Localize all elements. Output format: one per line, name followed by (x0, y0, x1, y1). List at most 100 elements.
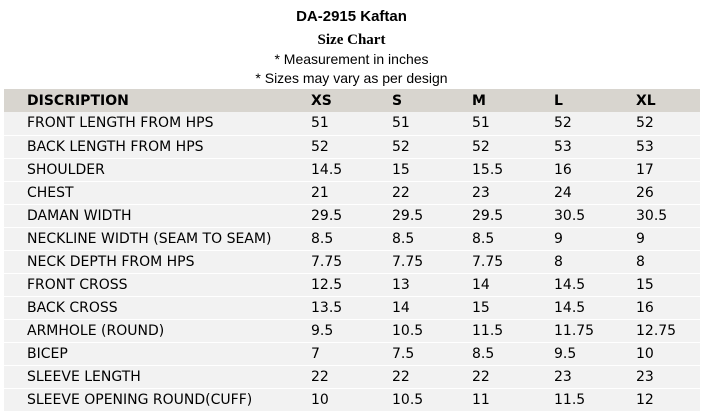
cell-xs: 52 (290, 135, 371, 159)
cell-m: 22 (451, 365, 533, 389)
cell-description: SLEEVE OPENING ROUND(CUFF) (4, 388, 290, 412)
cell-xs: 7 (290, 342, 371, 366)
cell-xs: 7.75 (290, 250, 371, 274)
cell-s: 14 (371, 296, 451, 320)
column-header-s: S (371, 89, 451, 112)
cell-m: 23 (451, 181, 533, 205)
cell-description: BACK CROSS (4, 296, 290, 320)
cell-xs: 22 (290, 365, 371, 389)
cell-l: 11.75 (533, 319, 615, 343)
column-header-xl: XL (615, 89, 700, 112)
cell-l: 16 (533, 158, 615, 182)
cell-description: FRONT CROSS (4, 273, 290, 297)
column-header-description: DISCRIPTION (4, 89, 290, 112)
cell-xl: 53 (615, 135, 700, 159)
cell-xl: 17 (615, 158, 700, 182)
cell-xs: 21 (290, 181, 371, 205)
table-row: CHEST 21 22 23 24 26 (4, 181, 700, 205)
cell-description: DAMAN WIDTH (4, 204, 290, 228)
cell-m: 8.5 (451, 342, 533, 366)
cell-l: 8 (533, 250, 615, 274)
cell-xl: 10 (615, 342, 700, 366)
cell-s: 22 (371, 365, 451, 389)
cell-s: 10.5 (371, 388, 451, 412)
cell-l: 14.5 (533, 296, 615, 320)
cell-description: SLEEVE LENGTH (4, 365, 290, 389)
cell-xl: 12.75 (615, 319, 700, 343)
cell-l: 30.5 (533, 204, 615, 228)
cell-xs: 14.5 (290, 158, 371, 182)
cell-description: NECK DEPTH FROM HPS (4, 250, 290, 274)
cell-description: FRONT LENGTH FROM HPS (4, 112, 290, 136)
cell-xs: 10 (290, 388, 371, 412)
cell-s: 10.5 (371, 319, 451, 343)
table-row: NECK DEPTH FROM HPS 7.75 7.75 7.75 8 8 (4, 250, 700, 274)
cell-s: 22 (371, 181, 451, 205)
table-row: SLEEVE LENGTH 22 22 22 23 23 (4, 365, 700, 389)
table-row: SHOULDER 14.5 15 15.5 16 17 (4, 158, 700, 182)
cell-s: 29.5 (371, 204, 451, 228)
table-row: BACK LENGTH FROM HPS 52 52 52 53 53 (4, 135, 700, 159)
table-row: SLEEVE OPENING ROUND(CUFF) 10 10.5 11 11.5 12 (4, 388, 700, 412)
table-row: BACK CROSS 13.5 14 15 14.5 16 (4, 296, 700, 320)
cell-xl: 52 (615, 112, 700, 136)
cell-m: 11.5 (451, 319, 533, 343)
table-row: ARMHOLE (ROUND) 9.5 10.5 11.5 11.75 12.75 (4, 319, 700, 343)
cell-xs: 51 (290, 112, 371, 136)
cell-m: 52 (451, 135, 533, 159)
cell-l: 52 (533, 112, 615, 136)
measurement-note: * Measurement in inches (274, 51, 429, 67)
cell-m: 51 (451, 112, 533, 136)
cell-description: BICEP (4, 342, 290, 366)
cell-m: 15.5 (451, 158, 533, 182)
cell-s: 13 (371, 273, 451, 297)
cell-description: NECKLINE WIDTH (SEAM TO SEAM) (4, 227, 290, 251)
cell-l: 11.5 (533, 388, 615, 412)
column-header-l: L (533, 89, 615, 112)
cell-l: 9 (533, 227, 615, 251)
table-row: NECKLINE WIDTH (SEAM TO SEAM) 8.5 8.5 8.5 9 9 (4, 227, 700, 251)
cell-s: 52 (371, 135, 451, 159)
cell-xs: 12.5 (290, 273, 371, 297)
cell-m: 7.75 (451, 250, 533, 274)
column-header-xs: XS (290, 89, 371, 112)
table-body: FRONT LENGTH FROM HPS 51 51 51 52 52 BACK LENG… (4, 112, 700, 412)
cell-l: 9.5 (533, 342, 615, 366)
cell-s: 7.75 (371, 250, 451, 274)
cell-s: 8.5 (371, 227, 451, 251)
table-header-row: DISCRIPTION XS S M L XL (4, 89, 700, 112)
cell-xl: 12 (615, 388, 700, 412)
cell-description: CHEST (4, 181, 290, 205)
cell-description: BACK LENGTH FROM HPS (4, 135, 290, 159)
cell-m: 8.5 (451, 227, 533, 251)
size-chart-table: DISCRIPTION XS S M L XL FRONT LENGTH FRO… (4, 89, 700, 412)
cell-xs: 29.5 (290, 204, 371, 228)
table-row: FRONT CROSS 12.5 13 14 14.5 15 (4, 273, 700, 297)
cell-m: 11 (451, 388, 533, 412)
cell-xl: 16 (615, 296, 700, 320)
table-row: DAMAN WIDTH 29.5 29.5 29.5 30.5 30.5 (4, 204, 700, 228)
cell-l: 53 (533, 135, 615, 159)
cell-l: 23 (533, 365, 615, 389)
cell-m: 15 (451, 296, 533, 320)
column-header-m: M (451, 89, 533, 112)
cell-xs: 13.5 (290, 296, 371, 320)
cell-description: ARMHOLE (ROUND) (4, 319, 290, 343)
cell-description: SHOULDER (4, 158, 290, 182)
cell-xl: 9 (615, 227, 700, 251)
cell-xl: 30.5 (615, 204, 700, 228)
cell-xl: 23 (615, 365, 700, 389)
cell-xl: 15 (615, 273, 700, 297)
cell-s: 15 (371, 158, 451, 182)
cell-l: 24 (533, 181, 615, 205)
cell-xs: 9.5 (290, 319, 371, 343)
page-subtitle: Size Chart (317, 32, 386, 48)
table-row: FRONT LENGTH FROM HPS 51 51 51 52 52 (4, 112, 700, 136)
cell-s: 7.5 (371, 342, 451, 366)
design-variation-note: * Sizes may vary as per design (255, 70, 448, 86)
table-row: BICEP 7 7.5 8.5 9.5 10 (4, 342, 700, 366)
cell-m: 29.5 (451, 204, 533, 228)
cell-xs: 8.5 (290, 227, 371, 251)
cell-xl: 26 (615, 181, 700, 205)
cell-s: 51 (371, 112, 451, 136)
